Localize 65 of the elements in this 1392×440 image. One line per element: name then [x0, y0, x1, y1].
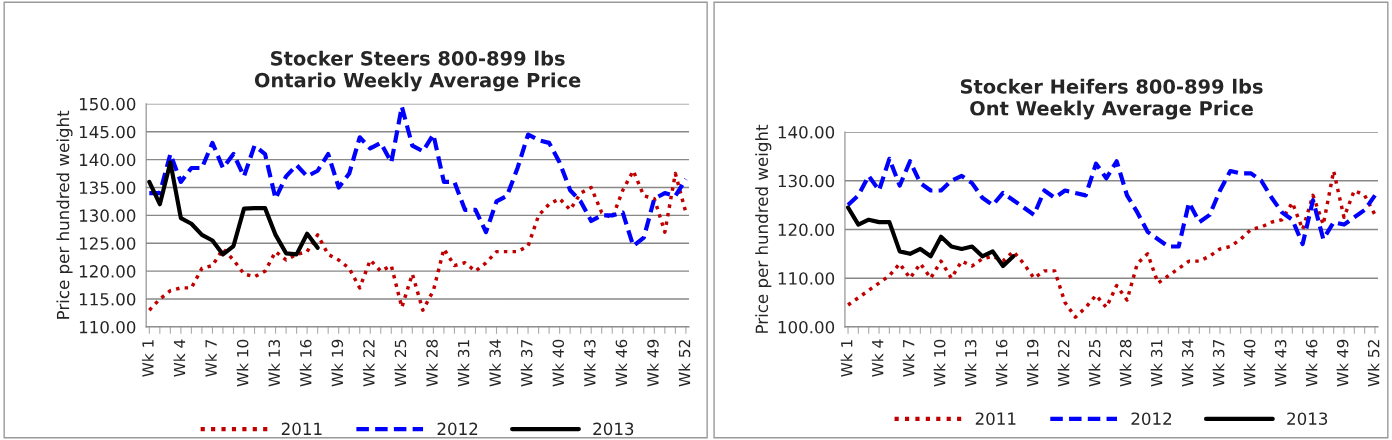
x-tick-label: Wk 52 — [678, 340, 691, 387]
line-series — [147, 169, 688, 312]
x-tick-label: Wk 16 — [995, 339, 1008, 387]
x-tick-label: Wk 25 — [394, 340, 407, 387]
chart-title: Stocker Steers 800-899 lbs Ontario Weekly Average Price — [254, 50, 581, 92]
x-tick-label: Wk 31 — [1150, 340, 1163, 387]
x-tick-label: Wk 16 — [299, 339, 312, 387]
y-tick-label: 130.00 — [778, 174, 835, 188]
y-tick-label: 120.00 — [79, 265, 136, 278]
y-tick-label: 130.00 — [79, 209, 136, 222]
x-tick-label: Wk 37 — [520, 340, 533, 387]
legend-label: 2011 — [281, 422, 322, 436]
y-tick-label: 110.00 — [778, 272, 835, 285]
y-tick-label: 135.00 — [79, 181, 136, 195]
y-tick-label: 140.00 — [778, 125, 835, 139]
x-tick-label: Wk 31 — [457, 340, 470, 387]
x-tick-label: Wk 13 — [268, 339, 280, 387]
legend-label: 2012 — [1131, 412, 1172, 425]
x-tick-label: Wk 7 — [205, 340, 217, 377]
x-tick-label: Wk 10 — [933, 339, 946, 387]
legend-label: 2013 — [1287, 412, 1328, 425]
x-tick-label: Wk 49 — [1336, 339, 1349, 387]
x-tick-label: Wk 37 — [1212, 340, 1225, 387]
x-tick-label: Wk 28 — [425, 339, 438, 387]
x-tick-label: Wk 40 — [552, 339, 565, 387]
x-tick-label: Wk 10 — [236, 339, 249, 387]
x-tick-label: Wk 19 — [1026, 339, 1039, 387]
y-tick-label: 150.00 — [79, 97, 136, 111]
x-tick-label: Wk 46 — [615, 339, 628, 387]
y-tick-label: 120.00 — [778, 223, 835, 237]
line-series — [846, 169, 1377, 319]
x-tick-label: Wk 19 — [331, 339, 344, 387]
y-tick-label: 125.00 — [79, 237, 136, 250]
y-axis-title: Price per hundred weight — [755, 124, 772, 333]
x-tick-label: Wk 34 — [1181, 339, 1194, 387]
x-tick-label: Wk 1 — [840, 340, 853, 377]
chart-title: Stocker Heifers 800-899 lbs Ont Weekly Average Price — [960, 78, 1263, 120]
y-tick-label: 140.00 — [79, 153, 136, 167]
y-tick-label: 100.00 — [778, 320, 835, 334]
legend-label: 2013 — [593, 422, 634, 436]
x-tick-label: Wk 46 — [1305, 339, 1318, 387]
x-tick-label: Wk 28 — [1119, 339, 1132, 387]
legend-label: 2011 — [975, 412, 1016, 425]
line-series — [845, 156, 1378, 249]
x-tick-label: Wk 7 — [902, 340, 915, 377]
x-tick-label: Wk 4 — [871, 339, 884, 377]
x-tick-label: Wk 49 — [646, 339, 659, 387]
x-tick-label: Wk 1 — [141, 340, 154, 377]
x-tick-label: Wk 22 — [362, 340, 375, 387]
y-tick-label: 110.00 — [79, 320, 136, 334]
legend-label: 2012 — [437, 422, 478, 436]
x-tick-label: Wk 13 — [964, 339, 977, 387]
x-tick-label: Wk 43 — [583, 339, 596, 387]
y-tick-label: 115.00 — [79, 293, 136, 306]
x-tick-label: Wk 40 — [1243, 339, 1256, 387]
x-tick-label: Wk 52 — [1367, 340, 1380, 387]
y-axis-title: Price per hundred weight — [56, 110, 73, 319]
x-tick-label: Wk 4 — [173, 339, 186, 377]
x-tick-label: Wk 25 — [1088, 340, 1101, 387]
line-series — [845, 205, 1016, 269]
line-series — [147, 160, 320, 257]
y-tick-label: 145.00 — [79, 125, 136, 139]
x-tick-label: Wk 34 — [489, 339, 501, 387]
x-tick-label: Wk 43 — [1274, 339, 1287, 387]
x-tick-label: Wk 22 — [1057, 340, 1070, 387]
